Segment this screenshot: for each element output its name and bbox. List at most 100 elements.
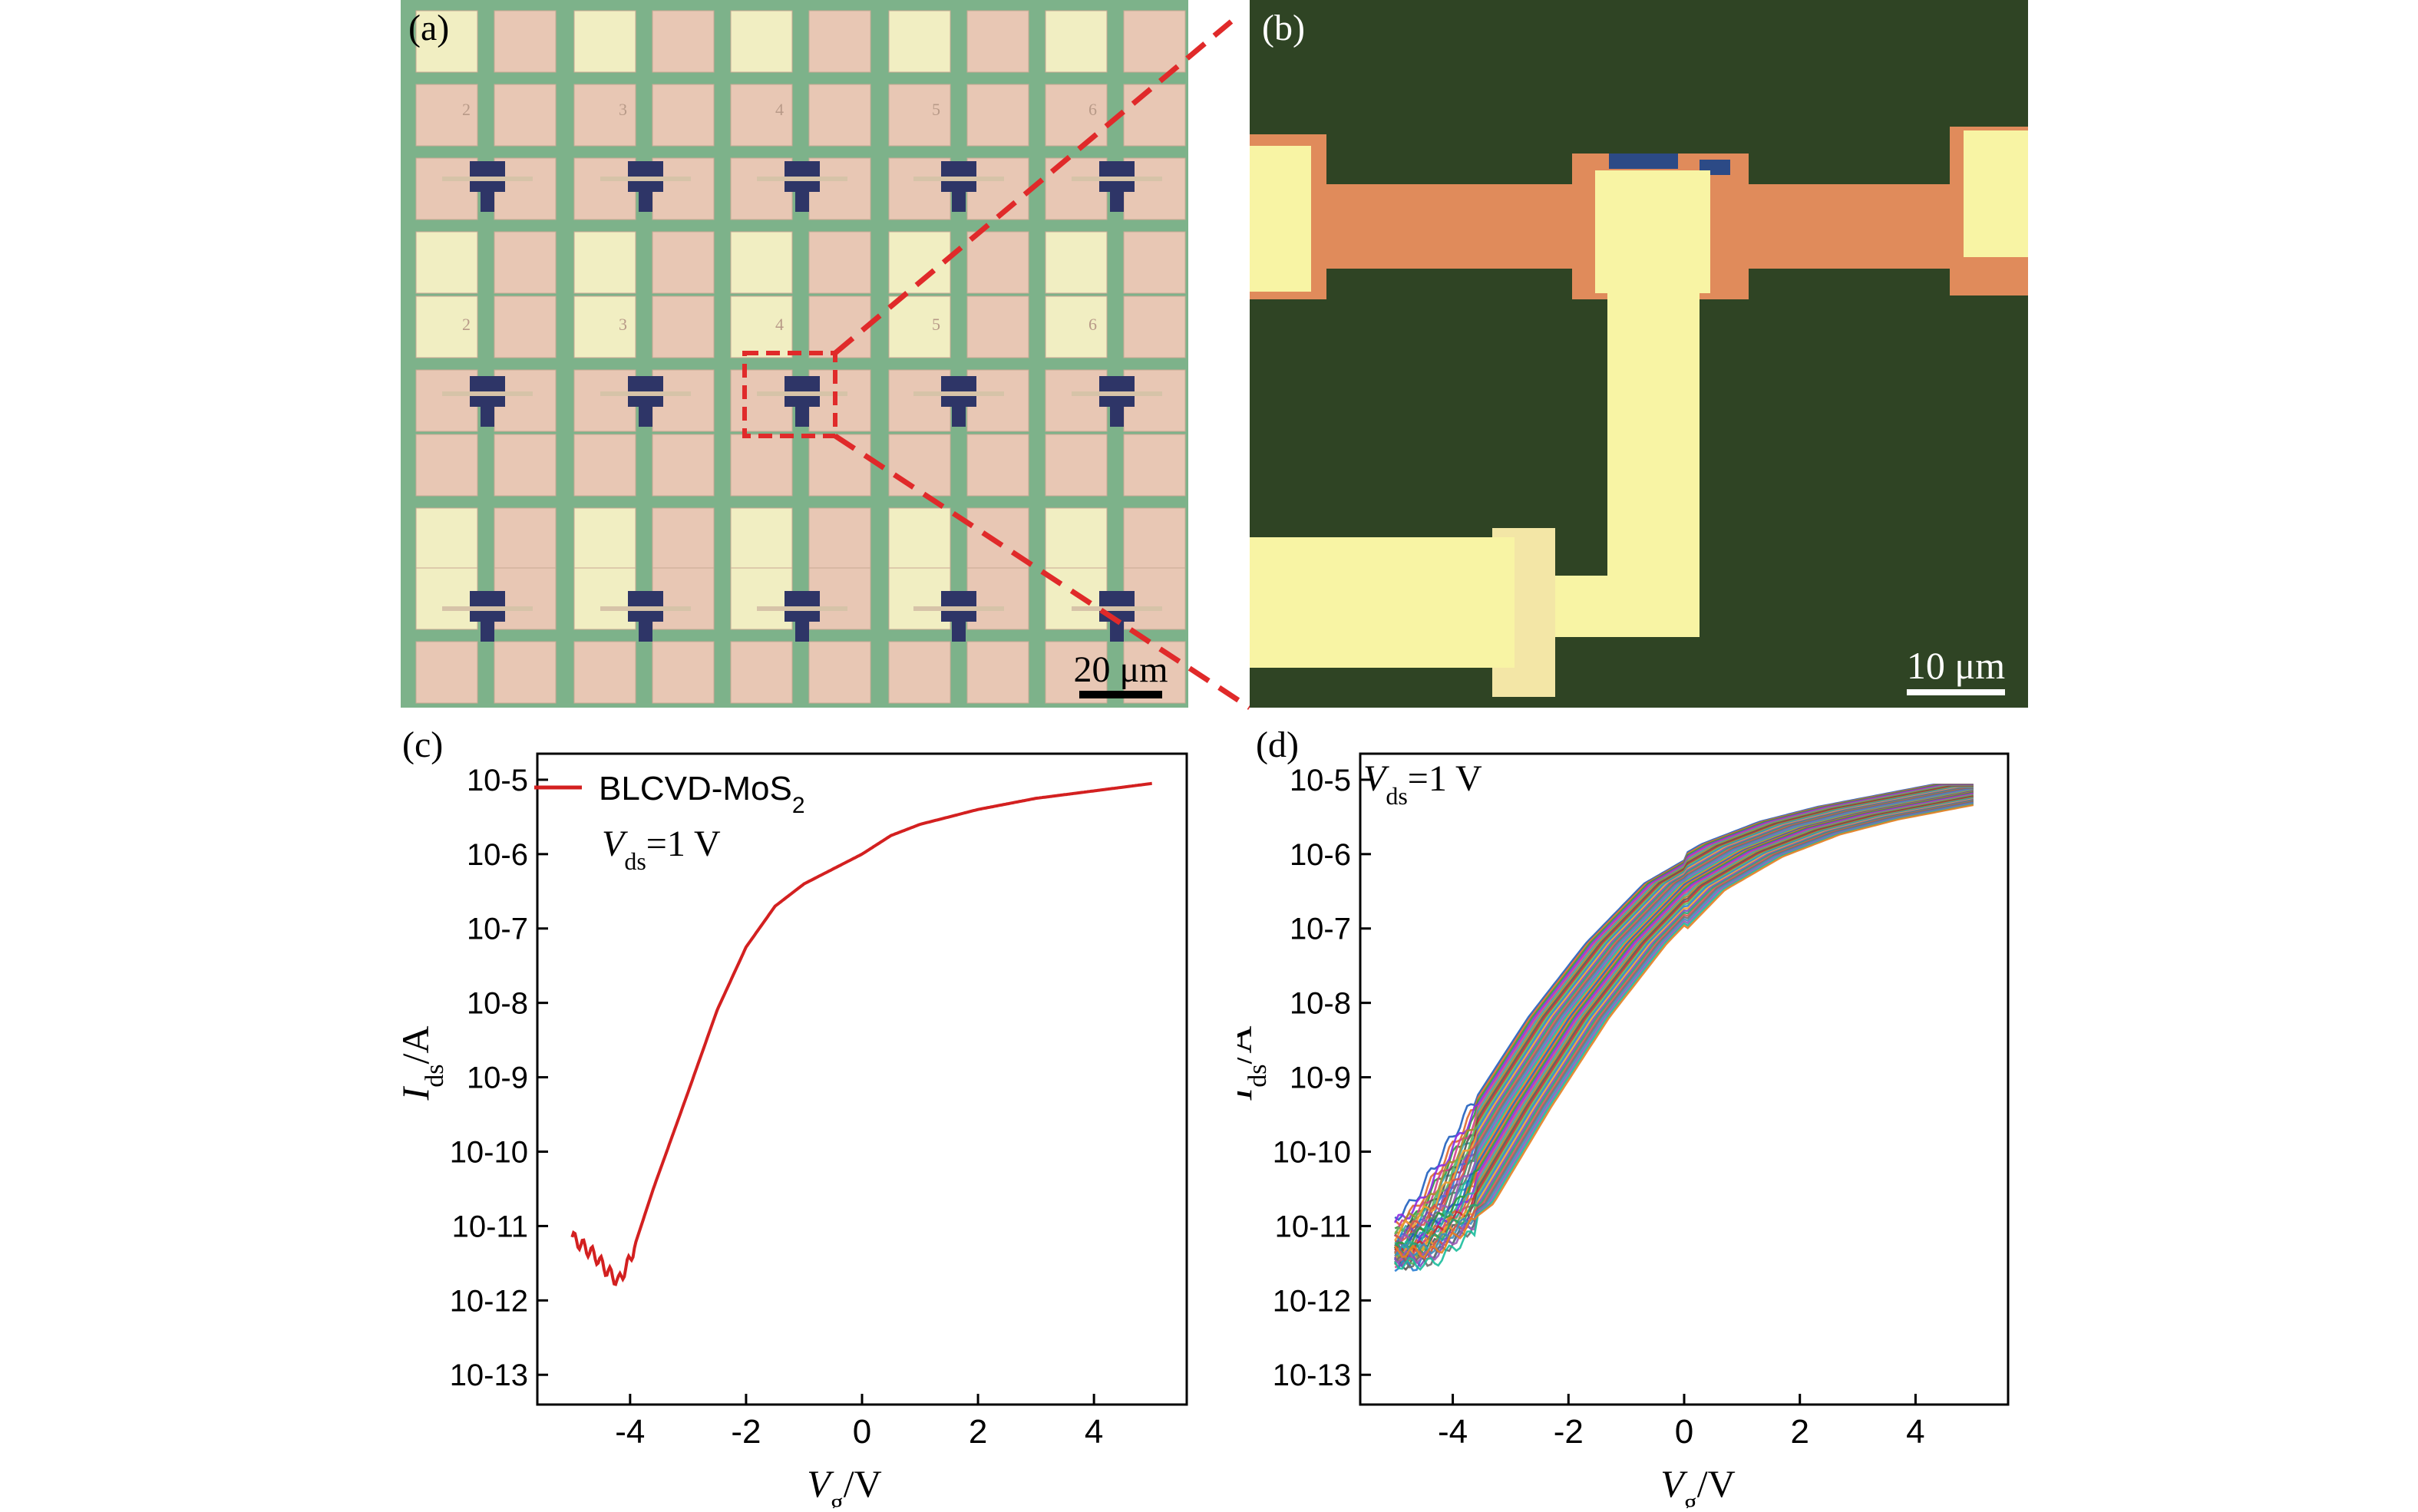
contact-pad (573, 295, 636, 358)
gate-lead-small (639, 192, 652, 212)
bottom-electrode (1250, 537, 1515, 668)
contact-pad (730, 434, 793, 497)
series-line-blcvd-mos2 (570, 781, 1152, 1286)
channel-line (600, 606, 691, 611)
y-tick-label: 10-13 (1273, 1358, 1351, 1392)
contact-pad (573, 434, 636, 497)
scale-bar-b (1907, 689, 2005, 695)
left-electrode (1250, 146, 1311, 292)
contact-pad (808, 507, 871, 570)
panel-a-label: (a) (408, 8, 449, 48)
channel-line (442, 391, 533, 396)
scale-bar-b-label: 10 μm (1907, 644, 2005, 687)
y-tick-label: 10-5 (1290, 764, 1351, 797)
gate-lead-small (639, 407, 652, 427)
contact-pad (888, 84, 951, 147)
gate-lead-small (481, 622, 494, 642)
contact-pad (966, 507, 1029, 570)
contact-pad (888, 157, 951, 220)
contact-pad (730, 567, 793, 630)
x-axis-label-c: Vg/V (807, 1462, 882, 1508)
gate-lead-small (1110, 407, 1124, 427)
contact-pad (966, 84, 1029, 147)
zoom-region-box (742, 351, 837, 438)
contact-pad (1123, 10, 1186, 73)
pad-number: 5 (932, 100, 940, 119)
contact-pad (1123, 295, 1186, 358)
pad-number: 6 (1088, 315, 1097, 334)
channel-line (600, 391, 691, 396)
contact-pad (494, 10, 557, 73)
micrograph-array-image: 2 3 4 5 6 2 3 4 5 6 20 μm (a) (401, 0, 1188, 708)
gate-lead-small (1110, 622, 1124, 642)
contact-pad (808, 10, 871, 73)
contact-pad (494, 434, 557, 497)
x-tick-label: 0 (1675, 1413, 1693, 1451)
contact-pad (494, 641, 557, 704)
contact-pad (730, 10, 793, 73)
x-tick-label: 4 (1085, 1413, 1103, 1451)
contact-pad (652, 295, 715, 358)
x-tick-label: -4 (1438, 1413, 1468, 1451)
contact-pad (1123, 507, 1186, 570)
contact-pad (1045, 434, 1108, 497)
x-axis-label-d: Vg/V (1660, 1462, 1736, 1508)
y-axis-label-c: Ids/A (394, 1026, 449, 1101)
panel-b-zoomed-device: 10 μm (b) (1250, 0, 2028, 708)
y-tick-label: 10-11 (1275, 1210, 1351, 1243)
gate-lead-small (481, 192, 494, 212)
x-tick-label: 2 (1790, 1413, 1809, 1451)
contact-pad (573, 157, 636, 220)
pad-number: 5 (932, 315, 940, 334)
pad-number: 3 (619, 100, 627, 119)
contact-pad (652, 84, 715, 147)
contact-pad (652, 641, 715, 704)
contact-pad (415, 507, 478, 570)
channel-line (757, 391, 847, 396)
panel-d-label: (d) (1256, 725, 1299, 765)
gate-lead-small (1110, 192, 1124, 212)
pad-number: 2 (462, 315, 471, 334)
pad-number: 2 (462, 100, 471, 119)
transfer-curve-chart-c: (c) -4 -2 0 2 4 10-13 10-12 10-11 10-10 10-9 10-8 1… (394, 725, 1188, 1512)
contact-pad (966, 295, 1029, 358)
gate-lead-small (795, 192, 809, 212)
contact-pad (966, 641, 1029, 704)
contact-pad (1045, 295, 1108, 358)
y-tick-label: 10-13 (450, 1358, 528, 1392)
contact-pad (415, 10, 478, 73)
pad-number: 4 (775, 100, 784, 119)
channel-line (1072, 606, 1162, 611)
channel-line (1072, 391, 1162, 396)
y-tick-label: 10-6 (467, 838, 528, 872)
channel-line (913, 391, 1004, 396)
x-tick-label: -2 (1554, 1413, 1584, 1451)
channel-line (600, 177, 691, 181)
y-tick-label: 10-8 (1290, 987, 1351, 1021)
contact-pad (730, 507, 793, 570)
contact-pad (730, 295, 793, 358)
contact-pad (966, 369, 1029, 432)
contact-pad (966, 157, 1029, 220)
scale-bar-a-label: 20 μm (1073, 649, 1168, 690)
contact-pad (808, 434, 871, 497)
contact-pad (415, 295, 478, 358)
contact-pad (730, 369, 793, 432)
contact-pad (888, 567, 951, 630)
pad-number: 3 (619, 315, 627, 334)
contact-pad (1123, 231, 1186, 294)
panel-c-chart: (c) -4 -2 0 2 4 10-13 10-12 10-11 10-10 10-9 10-8 1… (384, 714, 1228, 1512)
contact-pad (415, 157, 478, 220)
zoomed-device-image: 10 μm (b) (1250, 0, 2028, 708)
contact-pad (494, 84, 557, 147)
contact-pad (652, 10, 715, 73)
contact-pad (1123, 84, 1186, 147)
pad-number: 4 (775, 315, 784, 334)
x-tick-label: -4 (615, 1413, 645, 1451)
y-tick-label: 10-9 (467, 1061, 528, 1095)
gate-lead-small (952, 622, 966, 642)
pad-number: 6 (1088, 100, 1097, 119)
contact-pad (652, 231, 715, 294)
channel-line (757, 606, 847, 611)
